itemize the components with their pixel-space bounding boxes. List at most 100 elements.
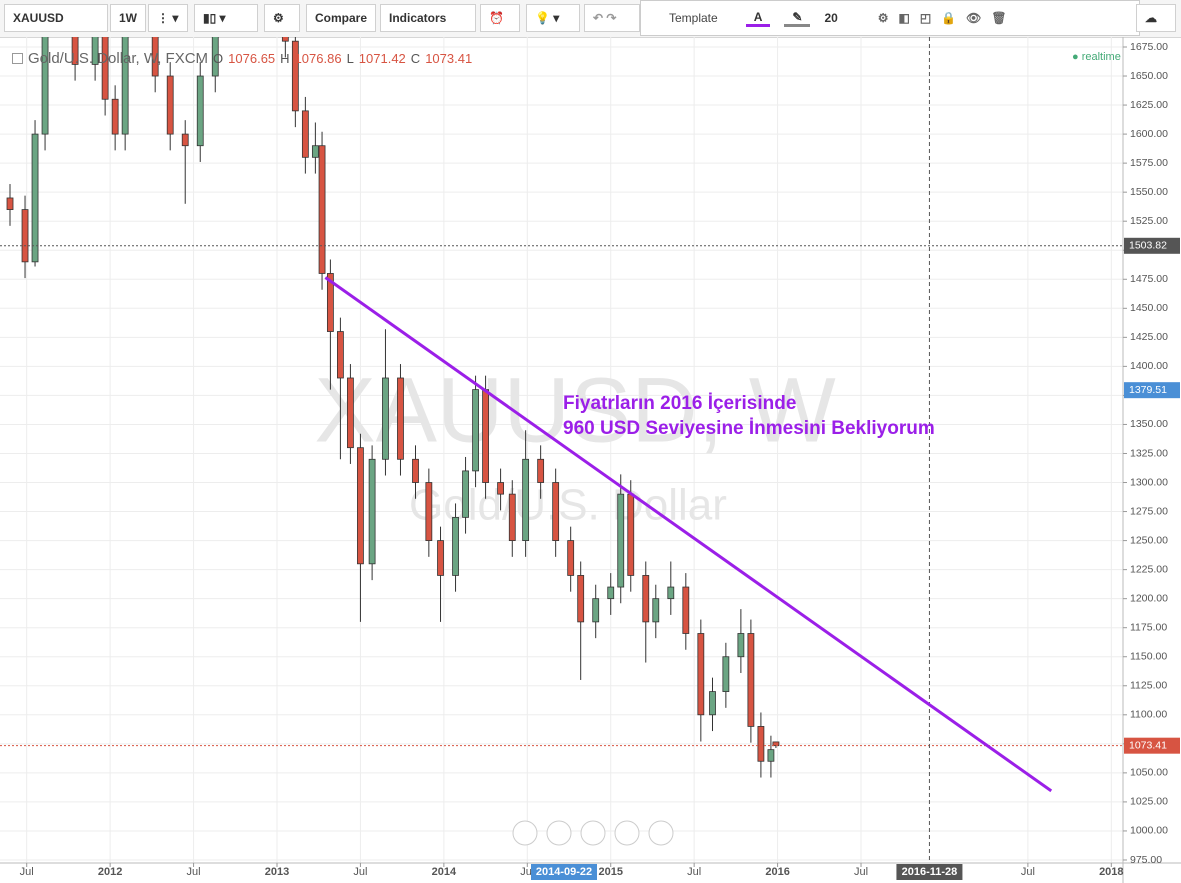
legend-title: Gold/U.S. Dollar, W, FXCM: [28, 50, 209, 67]
candle-body: [652, 598, 660, 623]
y-tick-label: 1400.00: [1130, 360, 1168, 372]
compare-button[interactable]: Compare: [306, 4, 376, 32]
zoom-controls: [512, 820, 674, 846]
publish-button[interactable]: ☁: [1136, 4, 1176, 32]
candle-body: [368, 458, 376, 565]
grid: [0, 37, 1123, 863]
candle-body: [211, 37, 219, 77]
symbol-input[interactable]: XAUUSD: [4, 4, 108, 32]
candle-body: [31, 133, 39, 263]
y-tick-label: 1225.00: [1130, 563, 1168, 575]
x-tick-label: Jul: [187, 866, 201, 878]
y-tick-label: 1000.00: [1130, 825, 1168, 837]
candle-body: [737, 633, 745, 658]
candle-body: [41, 37, 49, 135]
candle-body: [357, 447, 364, 565]
scroll-right[interactable]: [648, 820, 674, 846]
chart-style-button[interactable]: ▮▯ ▾: [194, 4, 258, 32]
candle-body: [508, 493, 516, 541]
candle-body: [111, 98, 119, 135]
annotation: 960 USD Seviyesine İnmesini Bekliyorum: [563, 418, 935, 439]
legend: Gold/U.S. Dollar, W, FXCM O 1076.65 H 1076…: [12, 50, 472, 67]
candle-body: [709, 691, 716, 716]
realtime-status: ● realtime: [1072, 51, 1121, 63]
y-tick-label: 1250.00: [1130, 534, 1168, 546]
time-label: 2014-09-22: [536, 866, 592, 878]
collapse-icon[interactable]: [12, 53, 23, 64]
settings-button[interactable]: ⚙: [264, 4, 300, 32]
candle-body: [567, 540, 575, 576]
x-tick-label: Jul: [353, 866, 367, 878]
time-label-bg: [896, 864, 963, 880]
candle-body: [71, 37, 79, 65]
line-color[interactable]: ✎: [784, 10, 811, 27]
text-color[interactable]: A: [745, 10, 771, 27]
candle-body: [382, 377, 389, 460]
template-button[interactable]: Template: [669, 11, 718, 25]
y-tick-label: 1025.00: [1130, 796, 1168, 808]
y-tick-label: 1325.00: [1130, 447, 1168, 459]
candle-body: [437, 540, 444, 576]
y-tick-label: 1650.00: [1130, 70, 1168, 82]
interval-menu[interactable]: ⋮ ▾: [148, 4, 188, 32]
candle-body: [607, 586, 615, 600]
indicators-button[interactable]: Indicators: [380, 4, 476, 32]
drawing-toolbar: Template A ✎ 20 ⚙ ◧ ◰ 🔒 👁 🗑: [640, 0, 1140, 36]
candle-body: [552, 482, 560, 541]
candle-body: [482, 389, 489, 483]
candle-body: [121, 37, 129, 135]
alert-button[interactable]: ⏰: [480, 4, 520, 32]
y-tick-label: 1125.00: [1130, 680, 1167, 692]
candle-body: [767, 749, 775, 762]
y-tick-label: 1050.00: [1130, 767, 1168, 779]
y-tick-label: 1475.00: [1130, 273, 1168, 285]
candle-body: [522, 458, 530, 541]
low-label: L: [346, 51, 354, 66]
candle-body: [301, 110, 309, 158]
x-tick-label: 2016: [765, 866, 789, 878]
open-value: 1076.65: [228, 51, 276, 66]
x-tick-label: 2014: [432, 866, 457, 878]
scroll-left[interactable]: [512, 820, 538, 846]
zoom-out[interactable]: [546, 820, 572, 846]
reset[interactable]: [580, 820, 606, 846]
zoom-in[interactable]: [614, 820, 640, 846]
y-tick-label: 1675.00: [1130, 41, 1168, 53]
candle-body: [697, 633, 705, 716]
candle-body: [337, 331, 344, 379]
y-tick-label: 1575.00: [1130, 157, 1168, 169]
watermark-description: Gold/U.S. Dollar: [409, 481, 727, 530]
undo-redo[interactable]: ↶ ↷: [584, 4, 640, 32]
candle-body: [291, 40, 299, 112]
annotation: Fiyatrların 2016 İçerisinde: [563, 393, 796, 414]
idea-button[interactable]: 💡 ▾: [526, 4, 580, 32]
y-tick-label: 1550.00: [1130, 186, 1168, 198]
candle-body: [101, 37, 109, 100]
price-label-bg: [1124, 237, 1180, 254]
trend-line: [324, 276, 1053, 793]
toolbar: XAUUSD 1W ⋮ ▾ ▮▯ ▾ ⚙ Compare Indicators …: [0, 0, 1181, 38]
x-tick-label: 2015: [598, 866, 622, 878]
y-tick-label: 1425.00: [1130, 331, 1168, 343]
x-tick-label: 2018: [1099, 866, 1123, 878]
y-tick-label: 1450.00: [1130, 302, 1168, 314]
candle-body: [318, 145, 326, 274]
y-tick-label: 1625.00: [1130, 99, 1168, 111]
candle-body: [472, 389, 479, 472]
font-size[interactable]: 20: [824, 11, 838, 25]
y-tick-label: 1175.00: [1130, 621, 1167, 633]
interval-button[interactable]: 1W: [110, 4, 146, 32]
x-tick-label: 2012: [98, 866, 122, 878]
candle-body: [577, 575, 585, 623]
close-label: C: [410, 51, 421, 66]
candle-body: [757, 726, 765, 762]
price-label: 1379.51: [1129, 384, 1167, 396]
price-label: 1503.82: [1129, 240, 1167, 252]
candle-body: [642, 575, 650, 623]
y-tick-label: 1200.00: [1130, 592, 1168, 604]
drawing-tools[interactable]: ⚙ ◧ ◰ 🔒 👁 🗑: [877, 11, 1007, 25]
candle-body: [537, 458, 545, 483]
candle-body: [91, 37, 99, 65]
